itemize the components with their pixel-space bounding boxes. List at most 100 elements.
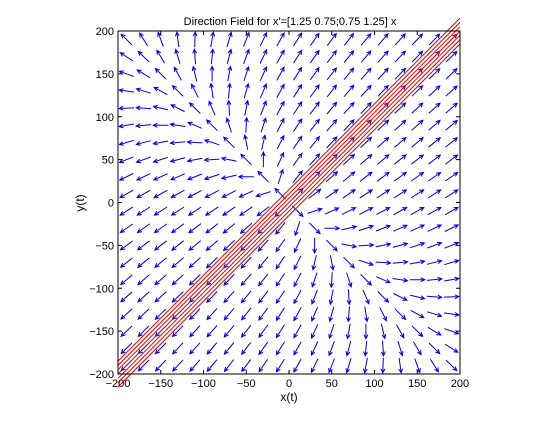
field-arrow [364, 306, 369, 323]
field-arrow [226, 31, 233, 47]
y-tick-label: −50 [95, 240, 114, 252]
field-arrow [380, 357, 386, 375]
field-arrow [187, 121, 202, 129]
field-arrow [153, 240, 168, 251]
field-arrow [189, 359, 201, 372]
field-arrow [188, 102, 201, 114]
field-arrow [311, 306, 319, 322]
field-arrow [169, 122, 186, 128]
field-arrow [377, 136, 390, 148]
field-arrow [171, 257, 184, 269]
field-arrow [326, 101, 338, 115]
field-arrow [445, 102, 458, 114]
field-arrow [308, 222, 321, 235]
field-arrow [397, 340, 404, 357]
field-arrow [118, 123, 134, 129]
field-arrow [153, 223, 168, 234]
field-arrow [325, 188, 339, 199]
field-arrow [275, 324, 285, 339]
field-arrow [239, 222, 253, 234]
field-arrow [375, 242, 392, 248]
y-tick-label: 50 [102, 155, 114, 167]
field-arrow [259, 48, 268, 64]
field-arrow [136, 223, 151, 234]
field-arrow [411, 85, 424, 97]
field-arrow [293, 358, 302, 373]
field-arrow [445, 85, 458, 97]
field-arrow [343, 119, 355, 132]
field-arrow [275, 290, 286, 305]
field-arrow [309, 153, 321, 166]
field-arrow [256, 206, 270, 217]
field-arrow [210, 48, 215, 65]
field-arrow [209, 82, 214, 99]
field-arrow [394, 50, 407, 63]
field-arrow [137, 325, 150, 338]
y-tick-label: −200 [89, 369, 114, 381]
x-tick-label: 0 [286, 378, 292, 390]
field-arrow [154, 67, 167, 80]
field-arrow [119, 206, 134, 216]
field-arrow [342, 153, 356, 166]
field-arrow [276, 83, 285, 98]
field-arrow [376, 276, 391, 284]
field-arrow [393, 154, 407, 165]
field-arrow [360, 32, 372, 46]
field-arrow [135, 173, 151, 181]
field-arrow [203, 139, 220, 146]
field-arrow [342, 171, 356, 182]
field-arrow [293, 255, 302, 271]
field-arrow [223, 290, 235, 304]
x-tick-label: 150 [408, 378, 426, 390]
field-arrow [137, 274, 150, 286]
field-arrow [426, 294, 443, 300]
field-arrow [170, 189, 185, 199]
field-arrow [396, 324, 405, 339]
field-arrow [118, 156, 134, 164]
field-arrow [255, 191, 271, 198]
field-arrow [174, 31, 180, 48]
field-arrow [375, 224, 392, 232]
field-arrow [409, 294, 426, 300]
field-arrow [135, 123, 152, 129]
x-tick-label: −50 [237, 378, 256, 390]
field-arrow [328, 358, 335, 374]
field-arrow [258, 341, 269, 356]
y-axis-label: y(t) [73, 194, 87, 211]
field-arrow [137, 359, 150, 372]
field-arrow [237, 174, 254, 180]
field-arrow [226, 99, 232, 116]
trajectory-line [117, 26, 461, 371]
field-arrow [341, 243, 358, 249]
field-arrow [206, 308, 218, 321]
field-arrow [293, 341, 302, 356]
field-arrow [428, 342, 441, 355]
field-arrow [309, 49, 320, 64]
field-arrow [259, 31, 268, 47]
field-arrow [341, 225, 358, 231]
field-arrow [360, 67, 372, 80]
y-tick-label: −100 [89, 283, 114, 295]
field-arrow [152, 173, 168, 181]
field-arrow [410, 154, 425, 165]
field-arrow [428, 85, 441, 97]
field-arrow [359, 153, 373, 165]
field-arrow [376, 206, 391, 216]
field-arrow [342, 189, 356, 199]
x-axis-label: x(t) [280, 390, 297, 404]
field-arrow [227, 82, 232, 99]
field-arrow [428, 33, 441, 46]
field-arrow [308, 188, 322, 199]
field-arrow [274, 187, 287, 200]
field-arrow [275, 273, 286, 287]
field-arrow [241, 341, 252, 356]
field-arrow [192, 48, 198, 65]
field-arrow [259, 83, 267, 99]
field-arrow [206, 291, 218, 304]
field-arrow [360, 136, 373, 148]
x-tick-label: −150 [148, 378, 173, 390]
field-arrow [240, 273, 252, 287]
field-arrow [443, 312, 461, 317]
field-arrow [276, 117, 285, 133]
field-arrow [258, 324, 269, 339]
